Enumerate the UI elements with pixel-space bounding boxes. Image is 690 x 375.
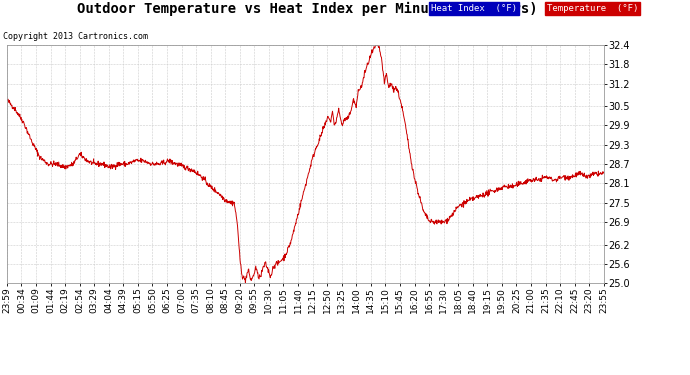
Text: Outdoor Temperature vs Heat Index per Minute (24 Hours) 20130316: Outdoor Temperature vs Heat Index per Mi… — [77, 2, 613, 16]
Text: Heat Index  (°F): Heat Index (°F) — [431, 4, 518, 13]
Text: Copyright 2013 Cartronics.com: Copyright 2013 Cartronics.com — [3, 32, 148, 41]
Text: Temperature  (°F): Temperature (°F) — [547, 4, 638, 13]
